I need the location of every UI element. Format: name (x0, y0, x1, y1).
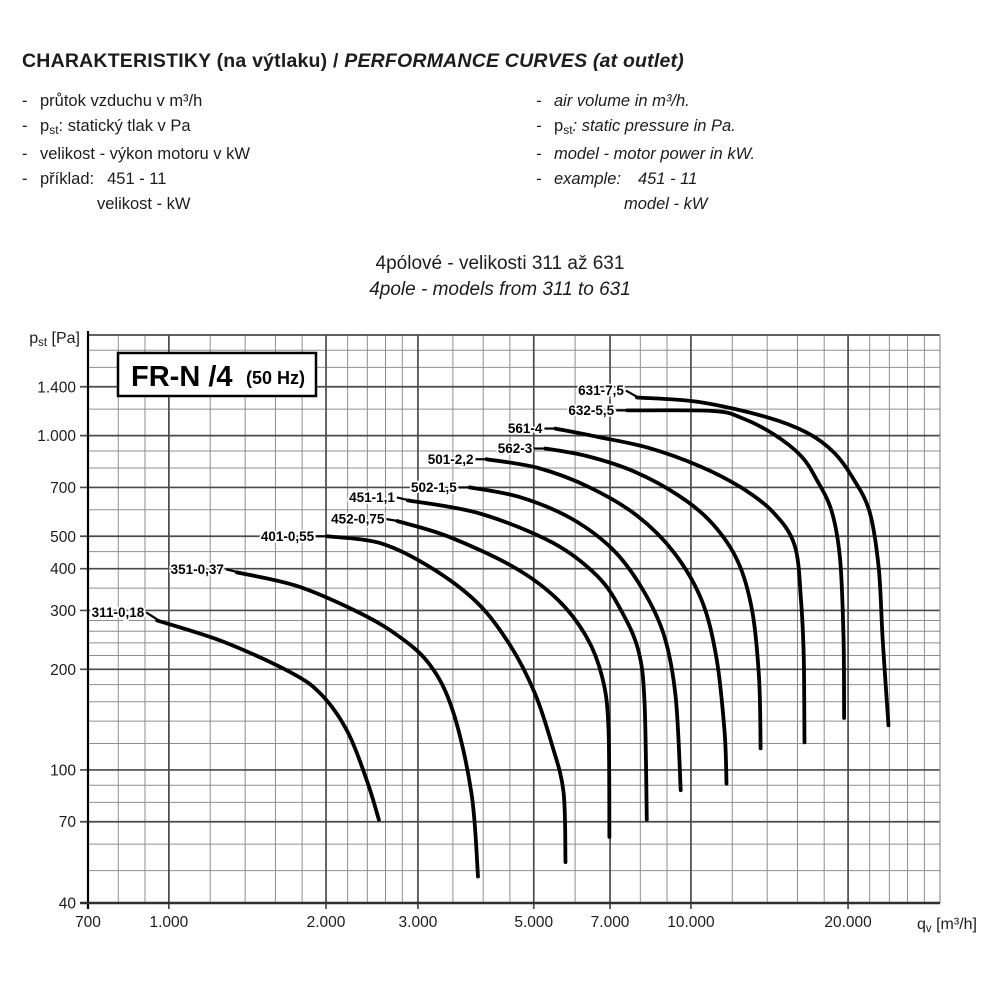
legend-cz-item-3: - velikost - výkon motoru v kW (22, 142, 250, 167)
curve-631-7-5 (635, 395, 891, 728)
legend-cz-item-1: - průtok vzduchu v m³/h (22, 89, 250, 114)
y-tick-700: 700 (50, 480, 76, 497)
legend-en-item-1: - air volume in m³/h. (536, 89, 755, 114)
chart-subtitle: 4pólové - velikosti 311 až 631 4pole - m… (0, 251, 1000, 302)
list-dash: - (536, 92, 542, 110)
list-dash: - (22, 170, 28, 189)
x-tick-3.000: 3.000 (399, 914, 438, 931)
chart-title-frequency: (50 Hz) (246, 368, 305, 388)
list-dash: - (536, 170, 542, 189)
curve-label-631-7-5: 631-7,5 (578, 383, 624, 398)
chart-title: FR-N /4 (131, 361, 233, 393)
y-tick-100: 100 (50, 762, 76, 779)
list-dash: - (22, 92, 28, 110)
subtitle-czech: 4pólové - velikosti 311 až 631 (375, 253, 625, 274)
curves (155, 395, 891, 879)
x-tick-7.000: 7.000 (591, 914, 630, 931)
curve-501-2-2 (484, 457, 729, 786)
list-dash: - (22, 116, 28, 135)
gridlines-minor (88, 335, 940, 903)
y-tick-400: 400 (50, 561, 76, 578)
curve-label-501-2-2: 501-2,2 (428, 452, 474, 467)
curve-351-0-37 (235, 570, 480, 879)
curve-502-1-5 (467, 485, 683, 793)
title-separator: / (327, 50, 345, 72)
title-english: PERFORMANCE CURVES (at outlet) (344, 50, 684, 72)
curve-label-561-4: 561-4 (508, 421, 543, 436)
curve-label-632-5-5: 632-5,5 (568, 403, 614, 418)
x-tick-2.000: 2.000 (307, 914, 346, 931)
x-axis-title: qv [m³/h] (917, 916, 977, 935)
curve-label-562-3: 562-3 (498, 441, 533, 456)
y-tick-1.000: 1.000 (37, 428, 76, 445)
curve-561-4 (553, 426, 807, 745)
legend-cz-item-5: velikost - kW (97, 194, 191, 213)
curve-labels: 311-0,18 351-0,37 401-0,55 452-0,75 451-1,1 5… (90, 381, 639, 622)
legend-cz-item-2: - pst: statický tlak v Pa (22, 114, 250, 143)
list-dash: - (536, 145, 542, 164)
legend-en-item-5: model - kW (624, 194, 708, 213)
legend-en-item-3: - model - motor power in kW. (536, 142, 755, 167)
legend-english: - air volume in m³/h. - pst: static pressur… (536, 89, 755, 217)
list-dash: - (22, 145, 28, 164)
curve-562-3 (543, 446, 763, 751)
x-tick-20.000: 20.000 (824, 914, 872, 931)
legend-czech: - průtok vzduchu v m³/h - pst: statický tla… (22, 89, 250, 217)
chart-title-box: FR-N /4 (50 Hz) (116, 351, 318, 398)
y-tick-300: 300 (50, 603, 76, 620)
legend-cz-item-4: - příklad: 451 - 11 (22, 167, 250, 192)
title-czech: CHARAKTERISTIKY (na výtlaku) (22, 50, 328, 72)
curve-label-502-1-5: 502-1,5 (411, 480, 457, 495)
page-title: CHARAKTERISTIKY (na výtlaku) / PERFORMAN… (22, 50, 684, 73)
curve-451-1-1 (406, 498, 649, 822)
x-tick-5.000: 5.000 (514, 914, 553, 931)
curve-632-5-5 (625, 408, 846, 720)
subtitle-english: 4pole - models from 311 to 631 (369, 278, 631, 300)
y-tick-1.400: 1.400 (37, 379, 76, 396)
curve-311-0-18 (155, 618, 381, 822)
plot-frame (80, 331, 941, 909)
y-tick-70: 70 (59, 814, 77, 831)
y-tick-40: 40 (59, 896, 77, 913)
y-tick-500: 500 (50, 529, 76, 546)
y-tick-200: 200 (50, 662, 76, 679)
x-tick-1.000: 1.000 (149, 914, 188, 931)
curve-label-351-0-37: 351-0,37 (171, 562, 224, 577)
y-axis-title: pst [Pa] (29, 330, 80, 349)
legend-en-item-4: - example: 451 - 11 (536, 167, 755, 192)
curve-label-451-1-1: 451-1,1 (349, 490, 395, 505)
curve-label-311-0-18: 311-0,18 (92, 605, 145, 620)
x-tick-10.000: 10.000 (667, 914, 715, 931)
curve-401-0-55 (325, 534, 568, 864)
curve-label-452-0-75: 452-0,75 (331, 512, 385, 527)
list-dash: - (536, 116, 542, 135)
legend-en-item-2: - pst: static pressure in Pa. (536, 114, 755, 143)
x-tick-700: 700 (75, 914, 101, 931)
curve-452-0-75 (395, 519, 612, 839)
curve-label-401-0-55: 401-0,55 (261, 529, 315, 544)
title-box-frame (116, 351, 318, 398)
